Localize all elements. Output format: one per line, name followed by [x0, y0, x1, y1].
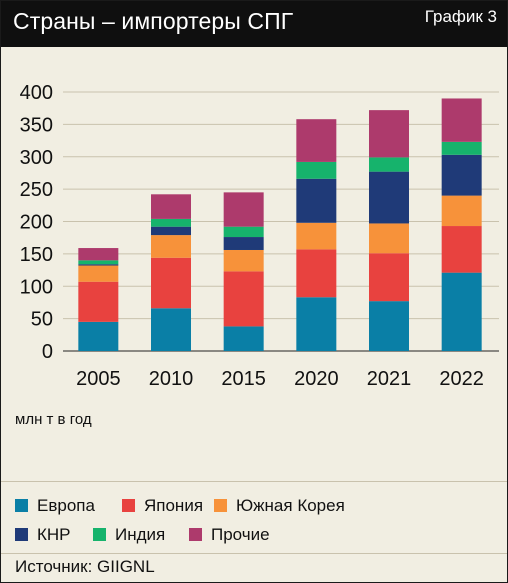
header-bar: Страны – импортеры СПГ График 3 — [1, 1, 507, 47]
bar-segment — [151, 226, 191, 236]
bar-segment — [78, 281, 119, 322]
legend-label: Япония — [144, 496, 204, 515]
legend-swatch — [189, 528, 202, 541]
bar-segment — [223, 237, 264, 250]
bar-segment — [78, 321, 119, 351]
y-tick-label: 300 — [20, 147, 53, 169]
bar-segment — [441, 272, 482, 351]
source-note: Источник: GIIGNL — [15, 557, 155, 576]
legend-swatch — [15, 499, 28, 512]
bar-segment — [223, 271, 264, 327]
bar-segment — [296, 249, 337, 298]
bar-segment — [441, 154, 482, 196]
x-tick-label: 2005 — [76, 368, 121, 390]
bar-segment — [151, 194, 191, 219]
bar-segment — [151, 235, 191, 258]
y-tick-label: 250 — [20, 179, 53, 201]
legend-label: КНР — [37, 525, 71, 544]
x-tick-label: 2010 — [149, 368, 194, 390]
y-tick-label: 100 — [20, 276, 53, 298]
legend-swatch — [93, 528, 106, 541]
unit-label: млн т в год — [15, 411, 92, 428]
grid-lines — [63, 91, 499, 352]
legend-divider — [1, 481, 507, 482]
bar-segment — [441, 98, 482, 142]
legend-item-south-korea: Южная Корея — [214, 495, 345, 517]
y-tick-label: 150 — [20, 244, 53, 266]
legend-item-europe: Европа — [15, 495, 95, 517]
legend-label: Индия — [115, 525, 166, 544]
bar-segment — [441, 141, 482, 155]
legend-label: Европа — [37, 496, 95, 515]
bar-segment — [296, 119, 337, 162]
y-tick-labels: 0 50 100 150 200 250 300 350 400 — [20, 82, 53, 363]
x-tick-labels: 2005 2010 2015 2020 2021 2022 — [76, 368, 484, 390]
bars — [78, 98, 482, 351]
y-tick-label: 200 — [20, 212, 53, 234]
bar-segment — [369, 253, 409, 302]
legend-swatch — [214, 499, 227, 512]
bar-segment — [223, 326, 264, 351]
bar-segment — [369, 110, 409, 158]
y-tick-label: 0 — [42, 341, 53, 363]
bar-segment — [369, 157, 409, 172]
bar-segment — [223, 226, 264, 238]
bar-segment — [78, 264, 119, 266]
legend-swatch — [122, 499, 135, 512]
bar-segment — [151, 257, 191, 309]
legend-label: Прочие — [211, 525, 270, 544]
bar-segment — [223, 192, 264, 227]
legend-label: Южная Корея — [236, 496, 345, 515]
bar-segment — [78, 265, 119, 282]
bar-segment — [441, 226, 482, 273]
legend-item-india: Индия — [93, 524, 165, 546]
legend-swatch — [15, 528, 28, 541]
bar-segment — [78, 260, 119, 265]
x-tick-label: 2021 — [367, 368, 412, 390]
bar-segment — [151, 218, 191, 227]
bar-segment — [296, 222, 337, 250]
legend-item-china: КНР — [15, 524, 71, 546]
bar-segment — [369, 301, 409, 351]
x-tick-label: 2015 — [221, 368, 266, 390]
y-tick-label: 400 — [20, 82, 53, 104]
x-tick-label: 2022 — [439, 368, 484, 390]
bar-segment — [78, 248, 119, 261]
bar-segment — [296, 297, 337, 351]
bar-segment — [369, 171, 409, 224]
y-tick-label: 350 — [20, 114, 53, 136]
source-divider — [1, 553, 507, 554]
bar-segment — [223, 249, 264, 272]
y-tick-label: 50 — [31, 309, 53, 331]
bar-segment — [441, 195, 482, 227]
bar-segment — [296, 161, 337, 179]
x-tick-label: 2020 — [294, 368, 339, 390]
legend-item-japan: Япония — [122, 495, 203, 517]
legend-item-other: Прочие — [189, 524, 270, 546]
bar-segment — [369, 223, 409, 254]
bar-segment — [296, 178, 337, 223]
bar-chart: 0 50 100 150 200 250 300 350 400 2005 2010 2015 202… — [20, 82, 499, 390]
chart-title: Страны – импортеры СПГ — [13, 8, 294, 34]
bar-segment — [151, 308, 191, 351]
figure-label: График 3 — [424, 7, 497, 26]
